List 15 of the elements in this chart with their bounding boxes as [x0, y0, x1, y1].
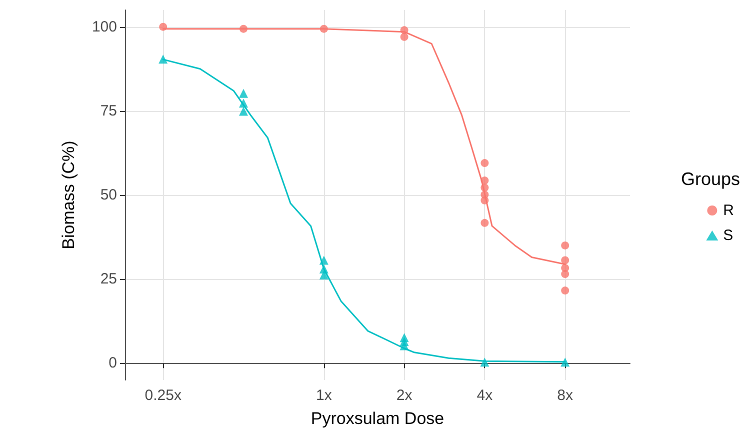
- x-tick-label: 1x: [316, 387, 332, 404]
- y-tick-label: 0: [108, 354, 117, 372]
- x-tick-label: 0.25x: [144, 387, 182, 404]
- y-axis-title: Biomass (C%): [59, 140, 78, 250]
- x-tick-label: 8x: [557, 387, 574, 404]
- y-tick-label: 100: [92, 18, 117, 36]
- legend-label: S: [723, 227, 734, 244]
- legend-label: R: [723, 202, 734, 219]
- y-tick-label: 50: [100, 186, 117, 204]
- y-tick-label: 25: [100, 270, 117, 288]
- y-tick-label: 75: [100, 102, 117, 120]
- x-tick-label: 4x: [476, 387, 494, 404]
- x-axis-title: Pyroxsulam Dose: [310, 409, 444, 428]
- x-tick-label: 2x: [396, 387, 413, 404]
- legend-title: Groups: [680, 169, 740, 189]
